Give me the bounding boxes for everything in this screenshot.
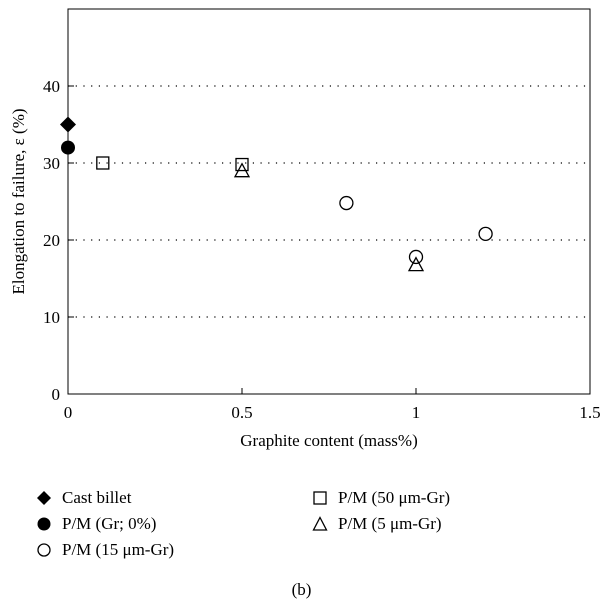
legend-item-pm-15um: P/M (15 μm-Gr) (36, 540, 174, 560)
filled-diamond-icon (37, 491, 51, 505)
figure-caption: (b) (291, 580, 312, 599)
axis-ticks: 0 10 20 30 40 0 0.5 1 1.5 (43, 77, 601, 422)
legend-label: P/M (50 μm-Gr) (338, 488, 451, 507)
legend-label: P/M (15 μm-Gr) (62, 540, 175, 559)
legend-item-pm-gr-0: P/M (Gr; 0%) (36, 514, 156, 534)
y-axis-label: Elongation to failure, ε (%) (9, 108, 28, 294)
x-axis-label: Graphite content (mass%) (240, 431, 418, 450)
open-triangle-icon (312, 516, 328, 531)
open-square-icon (313, 491, 327, 505)
legend-item-pm-5um: P/M (5 μm-Gr) (312, 514, 442, 534)
legend: Cast billet P/M (Gr; 0%) P/M (15 μm-Gr) … (24, 488, 584, 568)
legend-label: P/M (5 μm-Gr) (338, 514, 442, 533)
open-triangle-point (233, 162, 251, 178)
y-tick-label: 20 (43, 231, 60, 250)
y-tick-label: 10 (43, 308, 60, 327)
open-square-point (235, 157, 249, 172)
open-square-point (96, 156, 110, 170)
open-circle-point (478, 226, 493, 241)
y-tick-label: 40 (43, 77, 60, 96)
plot-frame (67, 8, 591, 395)
open-circle-icon (37, 543, 51, 557)
x-tick-label: 1 (412, 403, 421, 422)
open-triangle-point (407, 256, 425, 272)
legend-label: Cast billet (62, 488, 132, 507)
open-circle-point (339, 195, 354, 211)
x-tick-label: 1.5 (579, 403, 600, 422)
grid-lines (68, 85, 590, 318)
x-tick-label: 0.5 (231, 403, 252, 422)
legend-label: P/M (Gr; 0%) (62, 514, 157, 533)
y-tick-label: 30 (43, 154, 60, 173)
data-points (60, 116, 493, 272)
legend-item-cast-billet: Cast billet (36, 488, 131, 508)
filled-diamond-point (60, 116, 76, 133)
y-tick-label: 0 (52, 385, 61, 404)
filled-circle-icon (37, 517, 51, 531)
filled-circle-point (61, 140, 75, 155)
scatter-chart: 0 10 20 30 40 0 0.5 1 1.5 Graphite content (mass… (9, 8, 601, 450)
x-tick-label: 0 (64, 403, 73, 422)
legend-item-pm-50um: P/M (50 μm-Gr) (312, 488, 450, 508)
